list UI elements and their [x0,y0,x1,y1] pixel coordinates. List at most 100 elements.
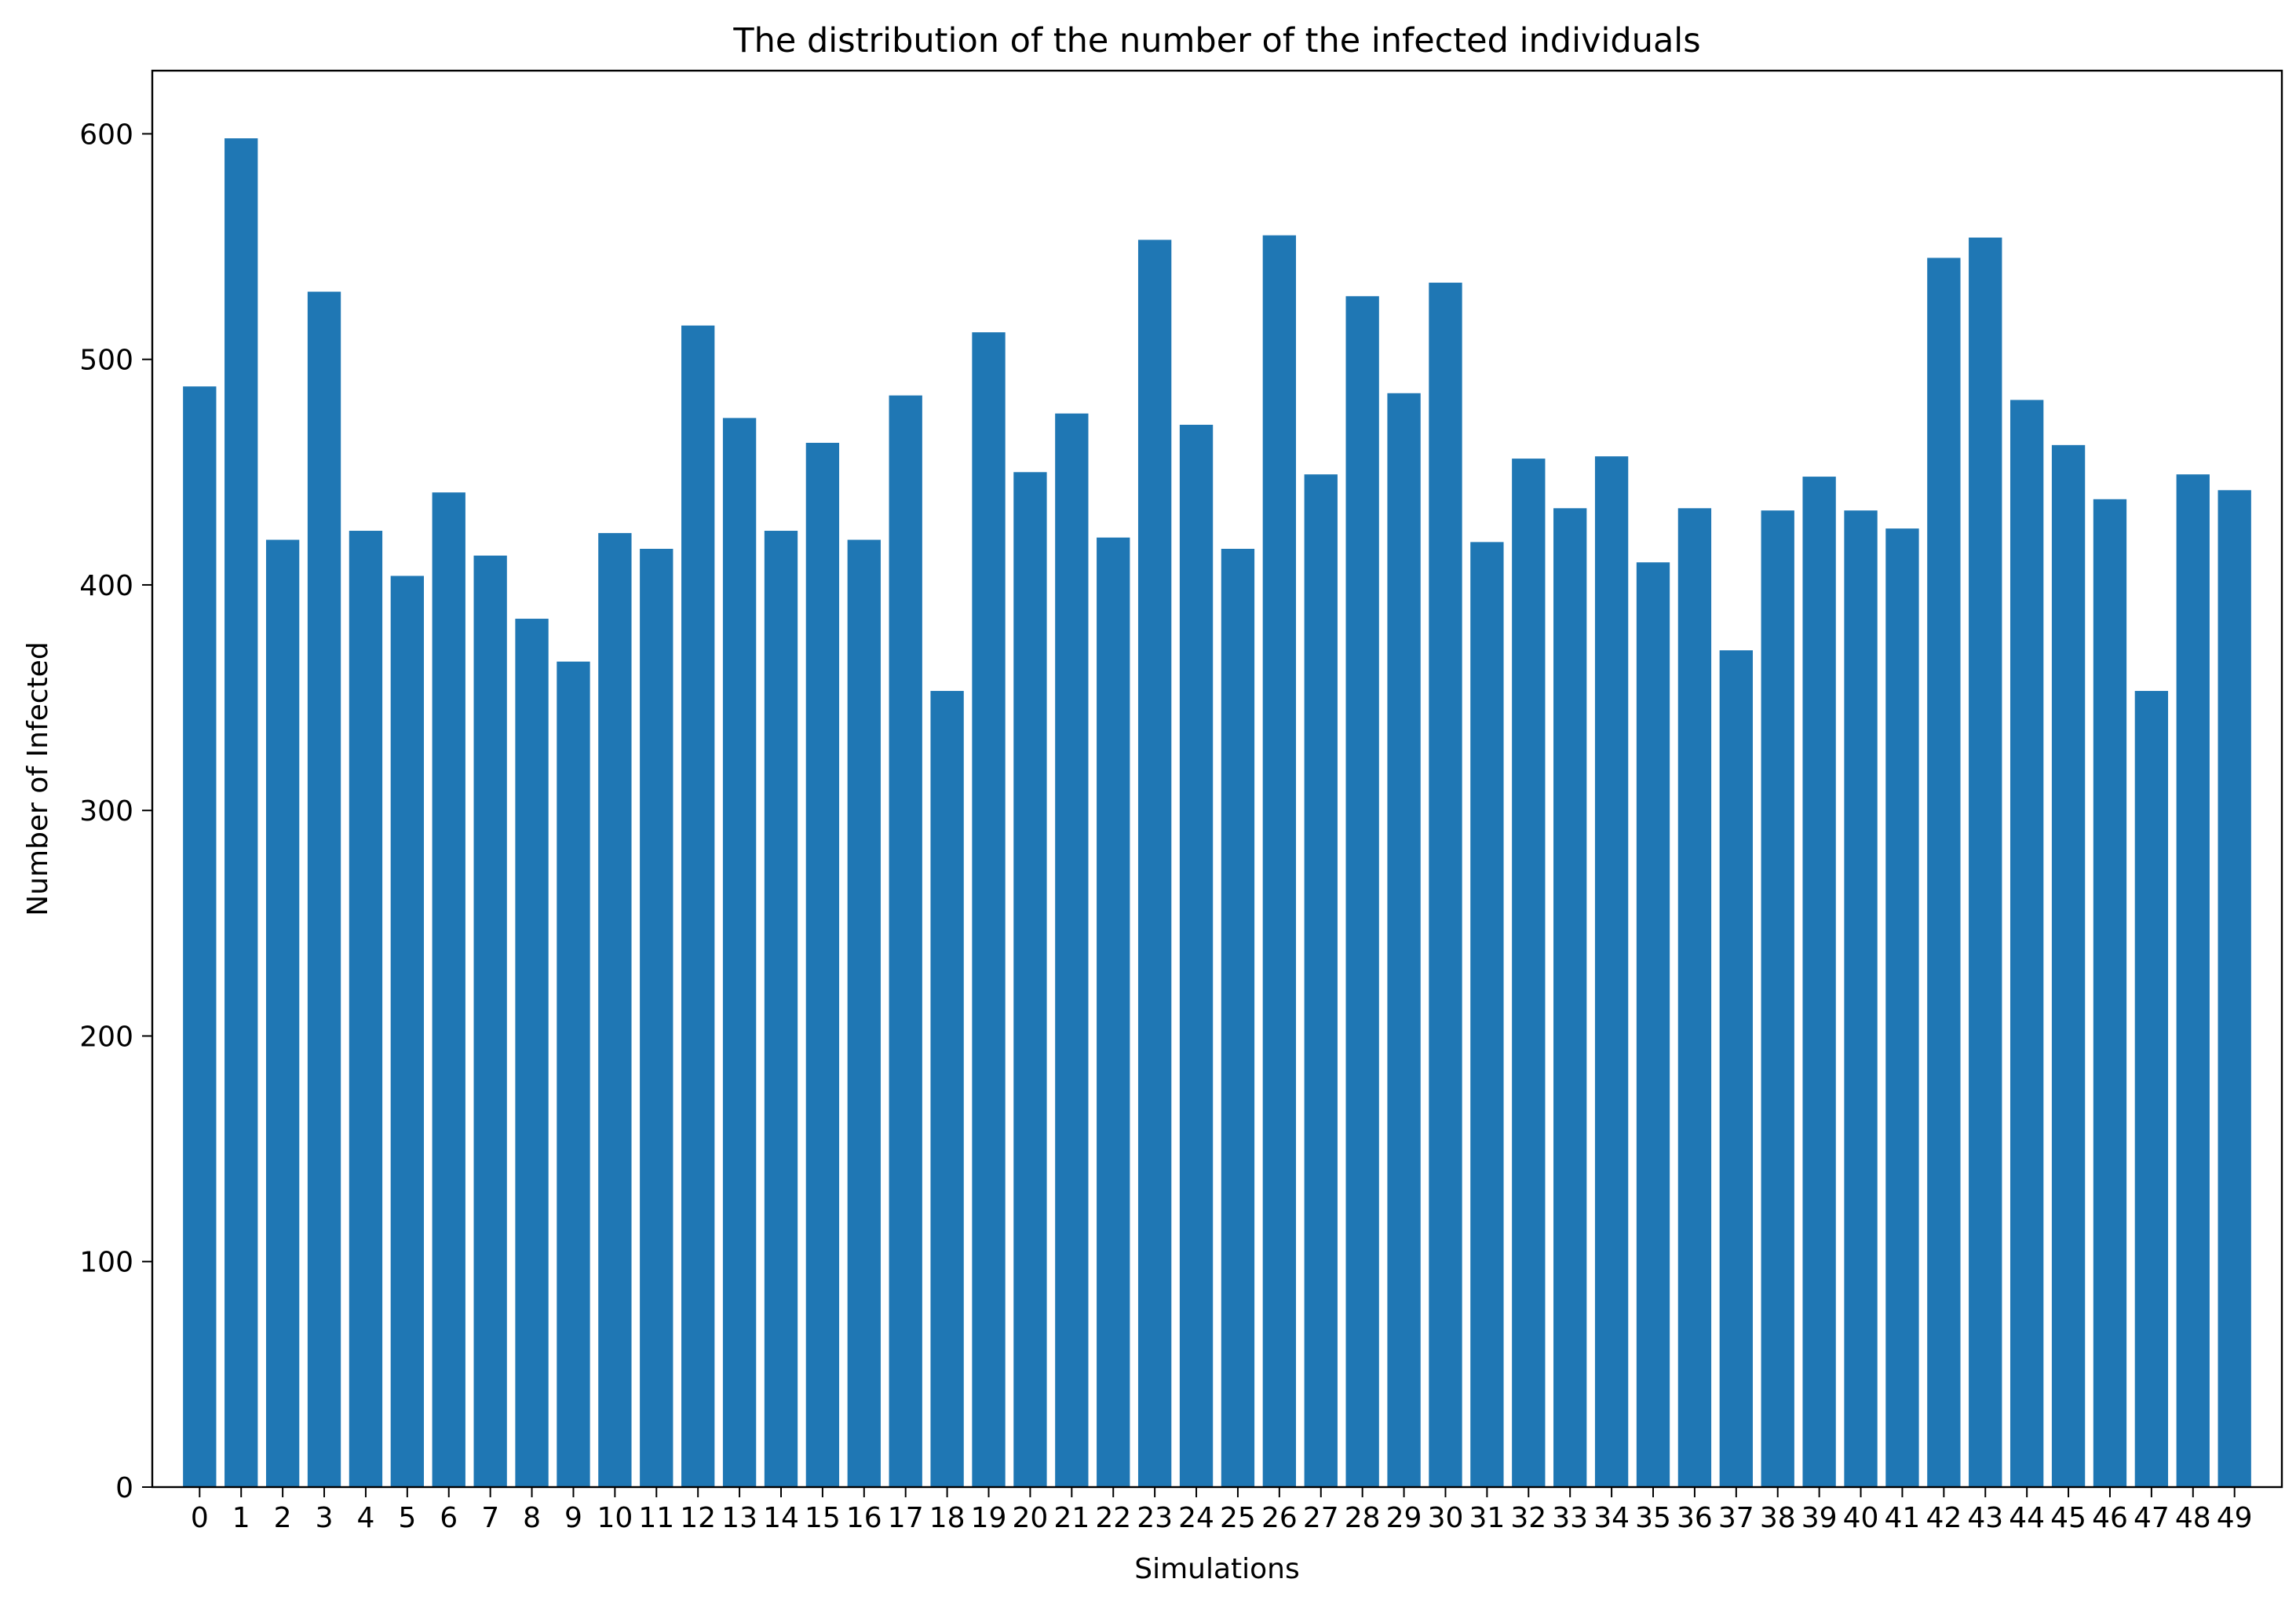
bar-37 [1719,650,1753,1487]
x-tick-label: 38 [1760,1502,1796,1534]
bar-20 [1013,472,1047,1487]
x-tick-label: 28 [1345,1502,1381,1534]
x-tick-label: 18 [929,1502,965,1534]
y-tick-label: 600 [79,119,133,151]
bar-14 [764,531,798,1488]
bar-36 [1677,508,1712,1487]
x-tick-label: 5 [398,1502,416,1534]
x-tick-label: 49 [2217,1502,2253,1534]
x-tick-label: 21 [1053,1502,1090,1534]
x-tick-label: 6 [440,1502,458,1534]
y-tick-label: 0 [115,1472,133,1504]
bar-8 [515,619,549,1487]
bar-35 [1636,562,1670,1488]
bar-33 [1553,508,1587,1487]
x-tick-label: 36 [1677,1502,1713,1534]
bar-30 [1429,283,1462,1487]
bar-26 [1262,235,1297,1487]
bar-40 [1844,510,1878,1488]
x-tick-label: 26 [1261,1502,1298,1534]
x-tick-label: 30 [1428,1502,1464,1534]
bar-42 [1927,258,1961,1487]
x-tick-label: 19 [971,1502,1007,1534]
x-tick-label: 9 [564,1502,582,1534]
bar-41 [1885,528,1919,1487]
x-tick-label: 33 [1552,1502,1588,1534]
bar-7 [473,555,507,1487]
x-tick-label: 32 [1510,1502,1546,1534]
bar-6 [432,492,465,1487]
x-tick-label: 13 [721,1502,757,1534]
bar-25 [1221,548,1255,1487]
y-tick-label: 500 [79,345,133,377]
bar-16 [847,539,881,1487]
bar-3 [307,291,341,1488]
bar-23 [1137,239,1172,1488]
x-tick-label: 27 [1303,1502,1339,1534]
x-tick-label: 14 [763,1502,799,1534]
bar-9 [557,661,590,1487]
bar-17 [889,395,922,1488]
x-tick-label: 11 [638,1502,674,1534]
x-tick-label: 1 [232,1502,250,1534]
bar-28 [1345,296,1379,1488]
y-axis-label: Number of Infected [22,641,54,915]
bar-32 [1512,459,1546,1488]
x-tick-label: 43 [1967,1502,2003,1534]
bar-38 [1761,510,1794,1488]
bar-48 [2176,474,2210,1487]
x-tick-label: 37 [1718,1502,1754,1534]
plot-frame [151,69,2283,1489]
y-tick-label: 100 [79,1247,133,1279]
bar-2 [265,539,300,1487]
bar-12 [681,325,715,1487]
x-tick-label: 48 [2175,1502,2211,1534]
y-axis-ticks: 0 100 200 300 400 500 600 [79,119,152,1504]
bar-29 [1387,393,1421,1487]
x-tick-label: 16 [846,1502,882,1534]
x-tick-label: 22 [1095,1502,1131,1534]
x-tick-label: 45 [2050,1502,2086,1534]
bar-5 [390,576,425,1487]
x-tick-label: 44 [2009,1502,2045,1534]
x-tick-label: 24 [1178,1502,1214,1534]
x-tick-label: 34 [1593,1502,1630,1534]
bar-49 [2218,490,2251,1488]
bar-45 [2051,444,2086,1487]
bar-0 [183,386,217,1487]
x-tick-label: 40 [1843,1502,1879,1534]
x-tick-label: 29 [1386,1502,1422,1534]
bar-47 [2134,690,2169,1487]
bar-34 [1594,456,1629,1487]
x-tick-label: 17 [888,1502,924,1534]
bar-1 [224,138,258,1487]
x-tick-label: 31 [1469,1502,1505,1534]
y-tick-label: 400 [79,570,133,602]
x-tick-label: 10 [597,1502,633,1534]
x-tick-label: 20 [1013,1502,1049,1534]
x-axis-label: Simulations [1134,1553,1300,1585]
x-tick-label: 23 [1137,1502,1173,1534]
bar-46 [2093,499,2127,1488]
x-axis-ticks: 0 1 2 3 4 5 6 7 8 9 10 11 12 13 14 15 16 17 18 19 20 21 22 23 24… [191,1487,2253,1534]
x-tick-label: 4 [356,1502,374,1534]
chart-title: The distribution of the number of the in… [732,21,1700,60]
x-tick-label: 7 [481,1502,499,1534]
bar-18 [930,690,964,1487]
bar-4 [349,531,383,1488]
bar-31 [1470,542,1504,1488]
y-tick-label: 200 [79,1021,133,1053]
x-tick-label: 0 [191,1502,209,1534]
x-tick-label: 15 [805,1502,841,1534]
bar-24 [1179,425,1214,1487]
bar-22 [1097,537,1130,1487]
bar-13 [722,418,757,1488]
y-tick-label: 300 [79,795,133,828]
x-tick-label: 42 [1926,1502,1962,1534]
x-tick-label: 41 [1885,1502,1921,1534]
x-tick-label: 35 [1635,1502,1671,1534]
bar-44 [2009,400,2044,1488]
x-tick-label: 12 [680,1502,716,1534]
x-tick-label: 3 [316,1502,334,1534]
